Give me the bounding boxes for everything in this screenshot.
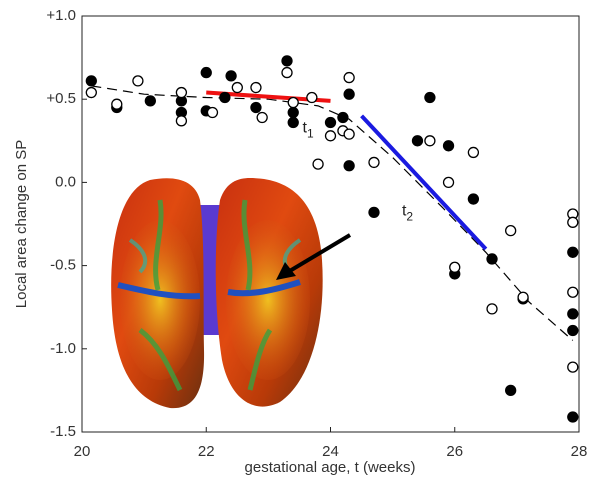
point bbox=[343, 160, 355, 172]
point bbox=[231, 81, 243, 94]
point bbox=[206, 106, 219, 119]
annotation: t2 bbox=[402, 203, 413, 224]
y-tick-label: -0.5 bbox=[50, 257, 76, 274]
point bbox=[324, 130, 337, 142]
point bbox=[306, 91, 318, 104]
point bbox=[287, 96, 299, 109]
x-tick-label: 28 bbox=[571, 443, 588, 460]
y-tick-label: -1.5 bbox=[50, 423, 76, 440]
arrow bbox=[286, 233, 352, 274]
point bbox=[368, 206, 380, 219]
point bbox=[337, 111, 349, 124]
point bbox=[486, 253, 498, 265]
annotation-sub: 2 bbox=[406, 210, 413, 224]
y-tick-label: 0.0 bbox=[55, 173, 76, 190]
brain-image bbox=[111, 178, 323, 409]
point bbox=[111, 98, 123, 110]
x-tick-label: 24 bbox=[322, 443, 339, 460]
point bbox=[505, 225, 517, 237]
point bbox=[287, 106, 299, 119]
point bbox=[343, 88, 355, 100]
point bbox=[175, 115, 188, 127]
point bbox=[567, 286, 579, 298]
x-tick-label: 26 bbox=[446, 443, 463, 460]
annotation-text: t bbox=[402, 203, 407, 220]
point bbox=[467, 193, 480, 205]
point bbox=[324, 116, 337, 129]
point bbox=[505, 384, 517, 397]
point bbox=[343, 128, 355, 140]
point bbox=[449, 261, 461, 273]
y-axis-label: Local area change on SP bbox=[13, 140, 30, 308]
point bbox=[250, 81, 262, 94]
y-tick-label: -1.0 bbox=[50, 340, 76, 357]
annotation-sub: 1 bbox=[307, 126, 314, 140]
point bbox=[567, 216, 579, 228]
point bbox=[132, 75, 144, 87]
point bbox=[219, 91, 231, 104]
point bbox=[225, 70, 237, 82]
fit-line bbox=[360, 114, 488, 251]
point bbox=[144, 95, 156, 107]
point bbox=[567, 308, 579, 320]
annotation-text: t bbox=[303, 119, 308, 136]
point bbox=[567, 324, 579, 337]
point bbox=[424, 135, 436, 147]
point bbox=[85, 75, 97, 87]
trend-line bbox=[91, 85, 574, 341]
point bbox=[424, 91, 436, 104]
point bbox=[343, 71, 355, 84]
point bbox=[281, 55, 293, 67]
annotation: t1 bbox=[303, 119, 314, 140]
point bbox=[486, 303, 498, 315]
x-tick-label: 20 bbox=[74, 443, 91, 460]
point bbox=[517, 291, 529, 303]
point bbox=[567, 361, 579, 373]
point bbox=[200, 66, 212, 79]
point bbox=[256, 111, 268, 124]
point bbox=[85, 86, 97, 99]
point bbox=[467, 146, 480, 159]
point bbox=[250, 101, 262, 114]
point bbox=[567, 411, 579, 423]
point bbox=[442, 140, 455, 152]
x-tick-label: 22 bbox=[198, 443, 215, 460]
point bbox=[312, 158, 324, 170]
x-axis-label: gestational age, t (weeks) bbox=[245, 459, 416, 476]
point bbox=[175, 86, 188, 99]
y-tick-label: +1.0 bbox=[46, 7, 76, 24]
point bbox=[411, 135, 424, 147]
arrow-head bbox=[276, 262, 296, 280]
point bbox=[287, 116, 299, 129]
y-tick-label: +0.5 bbox=[46, 90, 76, 107]
point bbox=[281, 66, 293, 79]
point bbox=[368, 156, 380, 169]
point bbox=[442, 176, 455, 189]
point bbox=[567, 246, 579, 258]
